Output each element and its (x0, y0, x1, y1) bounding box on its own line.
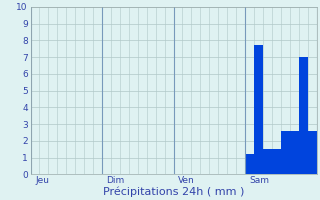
Bar (272, 149, 281, 174)
X-axis label: Précipitations 24h ( mm ): Précipitations 24h ( mm ) (103, 186, 244, 197)
Bar (299, 57, 308, 174)
Bar (281, 131, 290, 174)
Bar (290, 131, 299, 174)
Bar (245, 154, 254, 174)
Bar (308, 131, 316, 174)
Bar (263, 149, 272, 174)
Bar (254, 45, 263, 174)
